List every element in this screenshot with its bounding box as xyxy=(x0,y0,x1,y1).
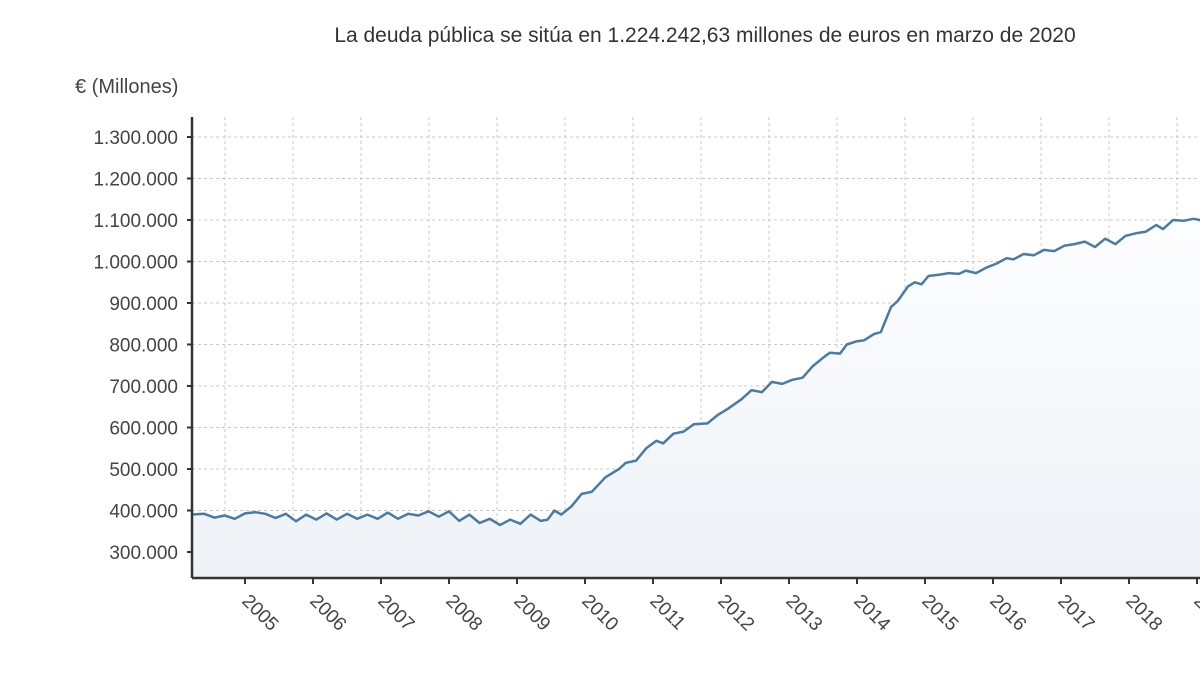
x-tick-label: 2012 xyxy=(713,591,758,636)
x-tick-label: 2015 xyxy=(917,591,962,636)
y-axis-label: € (Millones) xyxy=(75,76,179,98)
x-tick-label: 2013 xyxy=(781,591,826,636)
x-tick-label: 2016 xyxy=(985,591,1030,636)
x-tick-label: 2018 xyxy=(1121,591,1166,636)
x-tick-label: 2011 xyxy=(645,591,689,635)
chart-title: La deuda pública se sitúa en 1.224.242,6… xyxy=(334,24,1076,47)
y-tick-label: 1.000.000 xyxy=(93,253,178,274)
x-tick-label: 2009 xyxy=(509,591,554,636)
y-tick-label: 400.000 xyxy=(109,502,178,523)
y-tick-label: 800.000 xyxy=(109,336,178,357)
y-tick-label: 1.300.000 xyxy=(93,128,178,149)
x-tick-label: 2008 xyxy=(441,591,486,636)
y-tick-label: 900.000 xyxy=(109,294,178,315)
y-tick-label: 500.000 xyxy=(109,460,178,481)
x-tick-label: 2010 xyxy=(577,591,622,636)
y-tick-label: 1.200.000 xyxy=(93,170,178,191)
y-tick-label: 700.000 xyxy=(109,377,178,398)
y-tick-label: 300.000 xyxy=(109,543,178,564)
x-tick-label: 2019 xyxy=(1189,591,1200,636)
x-tick-label: 2006 xyxy=(305,591,350,636)
series-line xyxy=(192,217,1200,527)
x-tick-label: 2017 xyxy=(1053,591,1098,636)
x-tick-label: 2005 xyxy=(237,591,282,636)
x-tick-label: 2014 xyxy=(849,591,894,636)
y-tick-label: 600.000 xyxy=(109,419,178,440)
x-tick-label: 2007 xyxy=(373,591,418,636)
area-fill xyxy=(192,218,1200,578)
y-tick-label: 1.100.000 xyxy=(93,211,178,232)
